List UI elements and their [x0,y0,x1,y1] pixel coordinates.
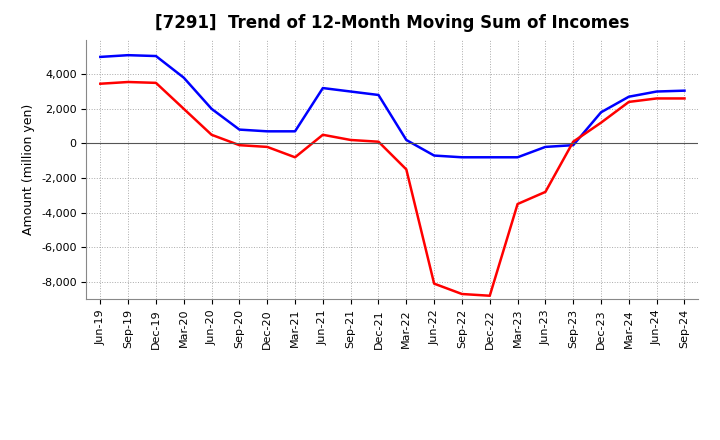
Net Income [458,291,467,297]
Ordinary Income [96,54,104,59]
Ordinary Income [291,128,300,134]
Ordinary Income [597,110,606,115]
Ordinary Income [485,154,494,160]
Net Income [513,202,522,207]
Line: Net Income: Net Income [100,82,685,296]
Net Income [430,281,438,286]
Net Income [207,132,216,137]
Net Income [402,167,410,172]
Ordinary Income [652,89,661,94]
Ordinary Income [318,85,327,91]
Y-axis label: Amount (million yen): Amount (million yen) [22,104,35,235]
Ordinary Income [680,88,689,93]
Net Income [597,120,606,125]
Ordinary Income [124,52,132,58]
Ordinary Income [235,127,243,132]
Ordinary Income [458,154,467,160]
Net Income [680,96,689,101]
Net Income [96,81,104,86]
Net Income [263,144,271,150]
Net Income [374,139,383,144]
Net Income [235,143,243,148]
Net Income [569,139,577,144]
Ordinary Income [513,154,522,160]
Title: [7291]  Trend of 12-Month Moving Sum of Incomes: [7291] Trend of 12-Month Moving Sum of I… [156,15,629,33]
Net Income [624,99,633,105]
Net Income [652,96,661,101]
Ordinary Income [624,94,633,99]
Line: Ordinary Income: Ordinary Income [100,55,685,157]
Net Income [318,132,327,137]
Net Income [152,80,161,85]
Ordinary Income [346,89,355,94]
Net Income [485,293,494,298]
Net Income [179,106,188,111]
Ordinary Income [541,144,550,150]
Ordinary Income [152,53,161,59]
Net Income [346,137,355,143]
Ordinary Income [569,143,577,148]
Net Income [541,189,550,194]
Ordinary Income [263,128,271,134]
Net Income [124,79,132,84]
Ordinary Income [430,153,438,158]
Ordinary Income [402,137,410,143]
Ordinary Income [374,92,383,98]
Ordinary Income [207,106,216,111]
Net Income [291,154,300,160]
Ordinary Income [179,75,188,81]
